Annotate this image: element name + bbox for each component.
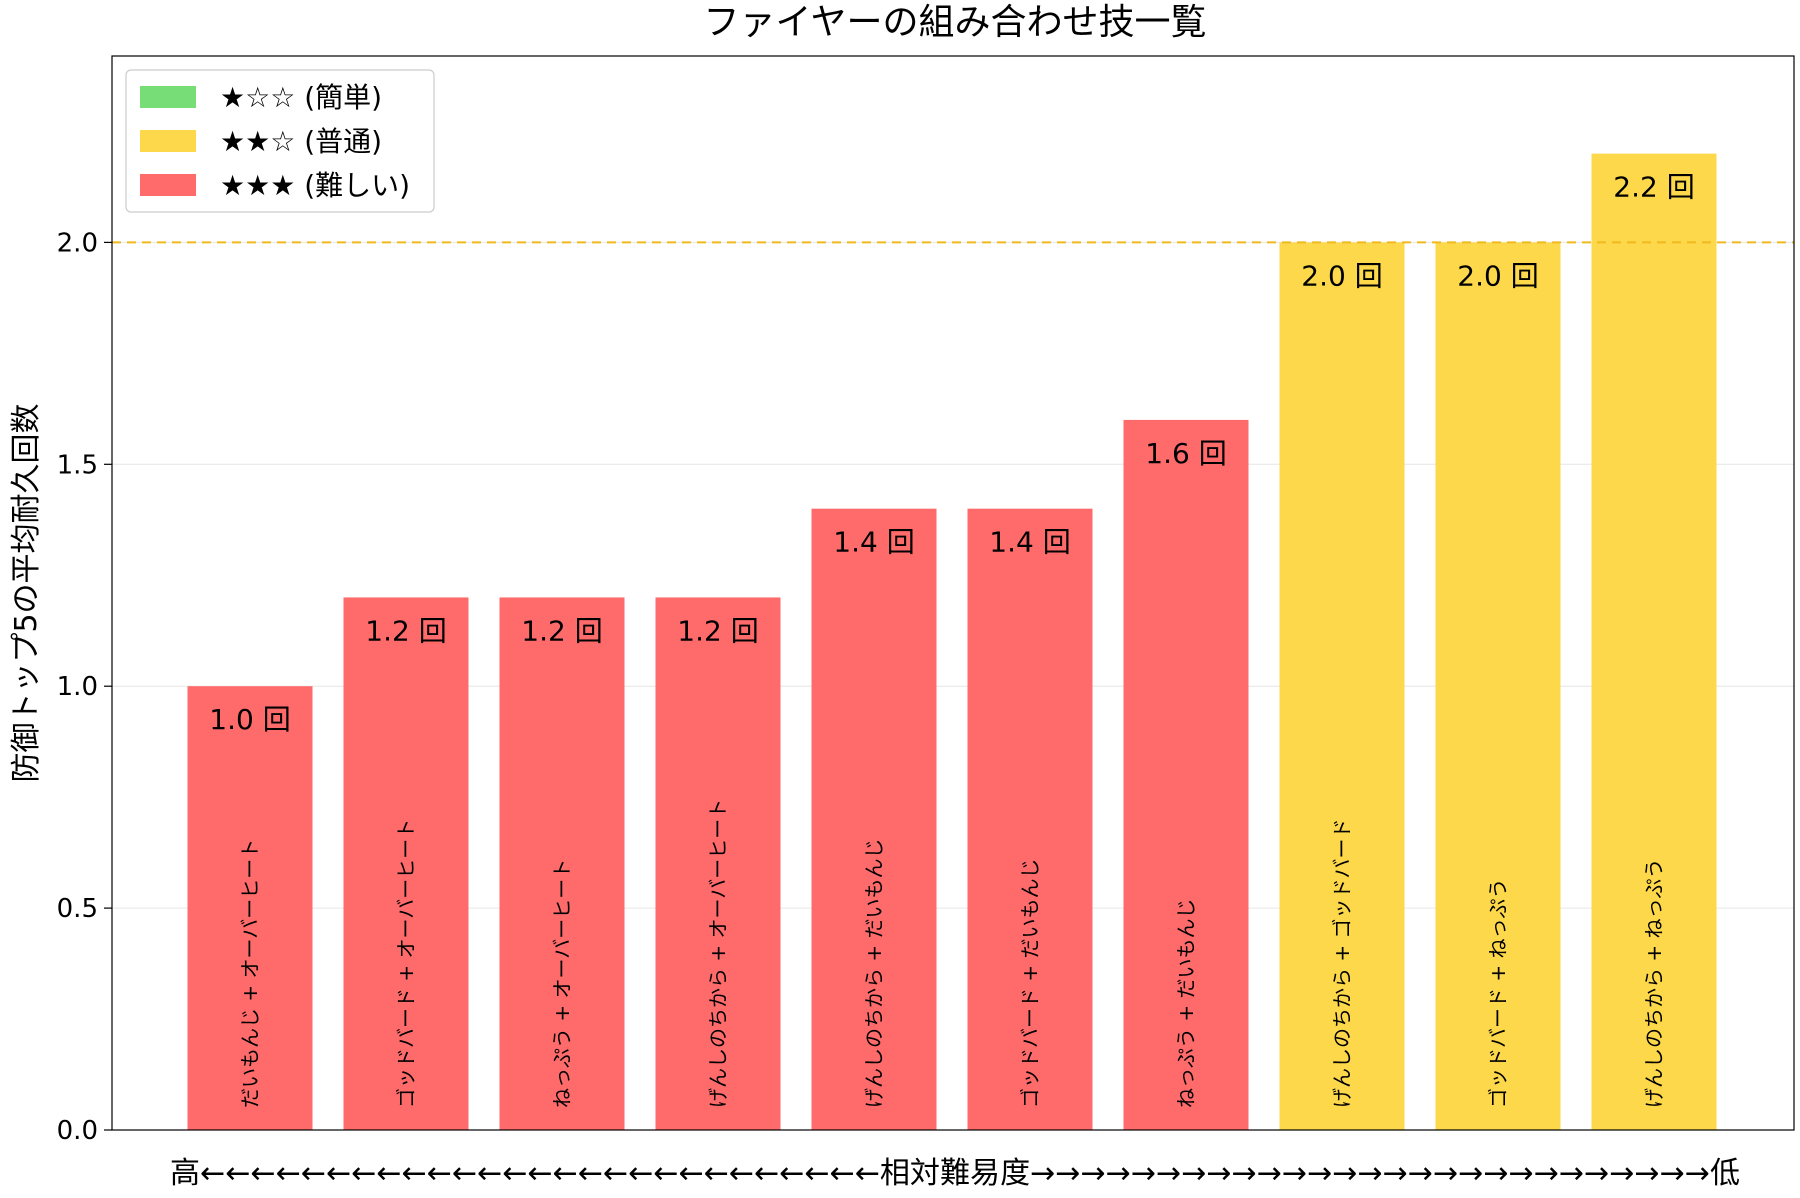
chart-title: ファイヤーの組み合わせ技一覧: [704, 2, 1207, 43]
bar-category-label: げんしのちから + ねっぷう: [1642, 859, 1666, 1108]
y-tick-label: 1.0: [57, 672, 98, 702]
bar-category-label: ゴッドバード + オーバーヒート: [394, 819, 418, 1108]
bar-category-label: ゴッドバード + だいもんじ: [1018, 859, 1042, 1108]
plot-frame: [111, 55, 1795, 1131]
bar: [1591, 153, 1717, 1131]
y-axis: 0.0 0.5 1.0 1.5 2.0: [57, 228, 112, 1146]
bar-value-label: 2.0 回: [1457, 259, 1538, 292]
bar-value-label: 1.2 回: [677, 614, 758, 647]
y-tick-label: 1.5: [57, 450, 98, 480]
bar-category-label: ねっぷう + だいもんじ: [1174, 899, 1198, 1108]
legend-label: ★☆☆ (簡単): [220, 81, 382, 114]
bar-category-label: げんしのちから + ゴッドバード: [1330, 819, 1354, 1108]
y-tick-label: 0.0: [57, 1116, 98, 1146]
bar-category-label: げんしのちから + だいもんじ: [862, 839, 886, 1108]
legend-swatch: [140, 86, 196, 108]
bar-value-label: 1.2 回: [365, 614, 446, 647]
bar: [499, 597, 625, 1130]
bar-value-label: 1.2 回: [521, 614, 602, 647]
bar: [1123, 419, 1249, 1130]
legend-swatch: [140, 130, 196, 152]
legend-label: ★★★ (難しい): [220, 169, 410, 202]
bar-category-label: げんしのちから + オーバーヒート: [706, 799, 730, 1108]
y-tick-label: 2.0: [57, 228, 98, 258]
bar-value-label: 1.4 回: [989, 526, 1070, 559]
legend-swatch: [140, 174, 196, 196]
bar: [655, 597, 781, 1130]
bar: [343, 597, 469, 1130]
bar: [811, 508, 937, 1130]
legend-box: [125, 69, 435, 213]
bar-value-label: 2.2 回: [1613, 171, 1694, 204]
bar: [1279, 242, 1405, 1130]
bar-value-label: 1.4 回: [833, 526, 914, 559]
legend: ★☆☆ (簡単) ★★☆ (普通) ★★★ (難しい): [125, 69, 435, 213]
y-axis-label: 防御トップ5の平均耐久回数: [9, 403, 44, 782]
bar: [967, 508, 1093, 1130]
bar: [187, 686, 313, 1130]
y-tick-label: 0.5: [57, 894, 98, 924]
bar: [1435, 242, 1561, 1130]
bar-category-label: ねっぷう + オーバーヒート: [550, 859, 574, 1108]
legend-label: ★★☆ (普通): [220, 125, 382, 158]
bar-value-label: 1.6 回: [1145, 437, 1226, 470]
x-axis-label: 高←←←←←←←←←←←←←←←←←←←←←←←←←←←相対難易度→→→→→→→…: [170, 1156, 1740, 1191]
bar-value-label: 1.0 回: [209, 703, 290, 736]
bar-category-label: ゴッドバード + ねっぷう: [1486, 879, 1510, 1108]
bar-value-label: 2.0 回: [1301, 259, 1382, 292]
bar-category-label: だいもんじ + オーバーヒート: [238, 839, 262, 1108]
